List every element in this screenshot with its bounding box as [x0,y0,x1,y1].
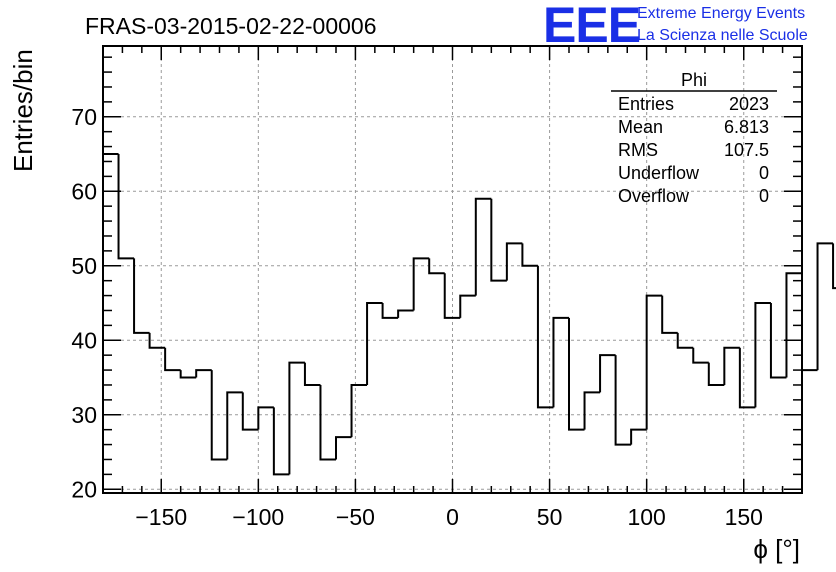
stats-label: Entries [618,94,674,114]
y-tick-label: 40 [71,327,97,353]
histogram-bin [195,369,212,378]
histogram-bin [505,242,523,281]
histogram-bin [754,302,771,408]
logo-line-1: Extreme Energy Events [637,5,805,22]
y-tick-label: 30 [71,402,97,428]
stats-value: 0 [759,186,769,206]
stats-value: 6.813 [724,117,769,137]
stats-rows: Entries 2023 Mean 6.813 RMS 107.5 Underflow 0 Ov… [618,94,769,206]
x-tick-label: −50 [336,504,375,530]
tick-layer [102,46,803,493]
y-tick-label: 50 [71,253,97,279]
histogram-bin [801,273,818,372]
histogram-bin [164,347,181,372]
stats-box-name: Phi [681,70,707,90]
eee-logo: EEE Extreme Energy Events La Scienza nel… [543,0,808,53]
histogram-bin [366,302,383,385]
x-tick-label: 100 [627,504,665,530]
histogram-bin [335,436,352,460]
x-axis-title: ϕ [°] [753,534,800,564]
histogram-bin [443,273,461,319]
histogram-bin [288,361,305,475]
histogram-bin [738,347,756,409]
x-tick-label: 0 [446,504,459,530]
y-tick-label: 70 [71,104,97,130]
histogram-bin [769,303,787,379]
stats-value: 0 [759,163,769,183]
y-tick-label: 20 [71,476,97,502]
grid-layer [103,46,802,493]
histogram-bin [536,265,554,409]
logo-line-2: La Scienza nelle Scuole [637,27,808,44]
histogram-bin [428,258,445,275]
histogram-bin [319,384,336,461]
histogram-bin [210,370,228,461]
histogram-bin [257,406,274,430]
histogram-bin [272,407,290,476]
histogram-bin [816,242,834,371]
histogram-bin [179,370,197,379]
histogram-bin [707,362,725,386]
histogram-bin [614,355,632,446]
histogram-bin [148,332,166,349]
stats-value: 107.5 [724,140,769,160]
stats-label: Mean [618,117,663,137]
histogram-bin [521,243,538,267]
stats-label: Overflow [618,186,690,206]
histogram-bin [474,197,492,296]
stats-box: Phi Entries 2023 Mean 6.813 RMS 107.5 Underflo… [611,70,777,206]
stats-value: 2023 [729,94,769,114]
x-tick-label: −100 [232,504,284,530]
y-tick-label: 60 [71,178,97,204]
histogram-bin [645,294,663,430]
histogram-bin [241,392,259,431]
histogram-bin [133,258,150,334]
stats-label: Underflow [618,163,700,183]
histogram-bin [490,198,507,282]
stats-label: RMS [618,140,658,160]
histogram-bin [723,346,740,385]
histogram-bin [381,303,399,319]
histogram-bin [785,272,802,378]
histogram-bin [568,317,585,431]
tick-label-layer: −150 −100 −50 0 50 100 150 20 30 40 50 60 70 [71,104,763,530]
histogram-bin [599,354,616,393]
histogram-bin [397,309,414,318]
histogram-bin [661,295,678,334]
x-tick-label: 50 [537,504,563,530]
histogram-bin [832,243,836,290]
histogram-bin [552,316,569,408]
histogram-bin [692,347,709,364]
histogram-bin [676,332,694,349]
histogram-bin [226,391,243,460]
histogram-bin [412,257,430,311]
histogram-bin [459,294,476,318]
x-tick-label: 150 [725,504,763,530]
y-axis-title: Entries/bin [8,49,38,172]
histogram-bin [303,362,321,386]
histogram-bin [583,391,601,430]
logo-mark: EEE [543,0,640,53]
chart-title: FRAS-03-2015-02-22-00006 [85,13,377,39]
histogram-bin [117,154,135,260]
histogram-bin [350,383,368,438]
x-tick-label: −150 [135,504,187,530]
histogram-bin [102,153,119,493]
histogram-bin [630,428,647,445]
